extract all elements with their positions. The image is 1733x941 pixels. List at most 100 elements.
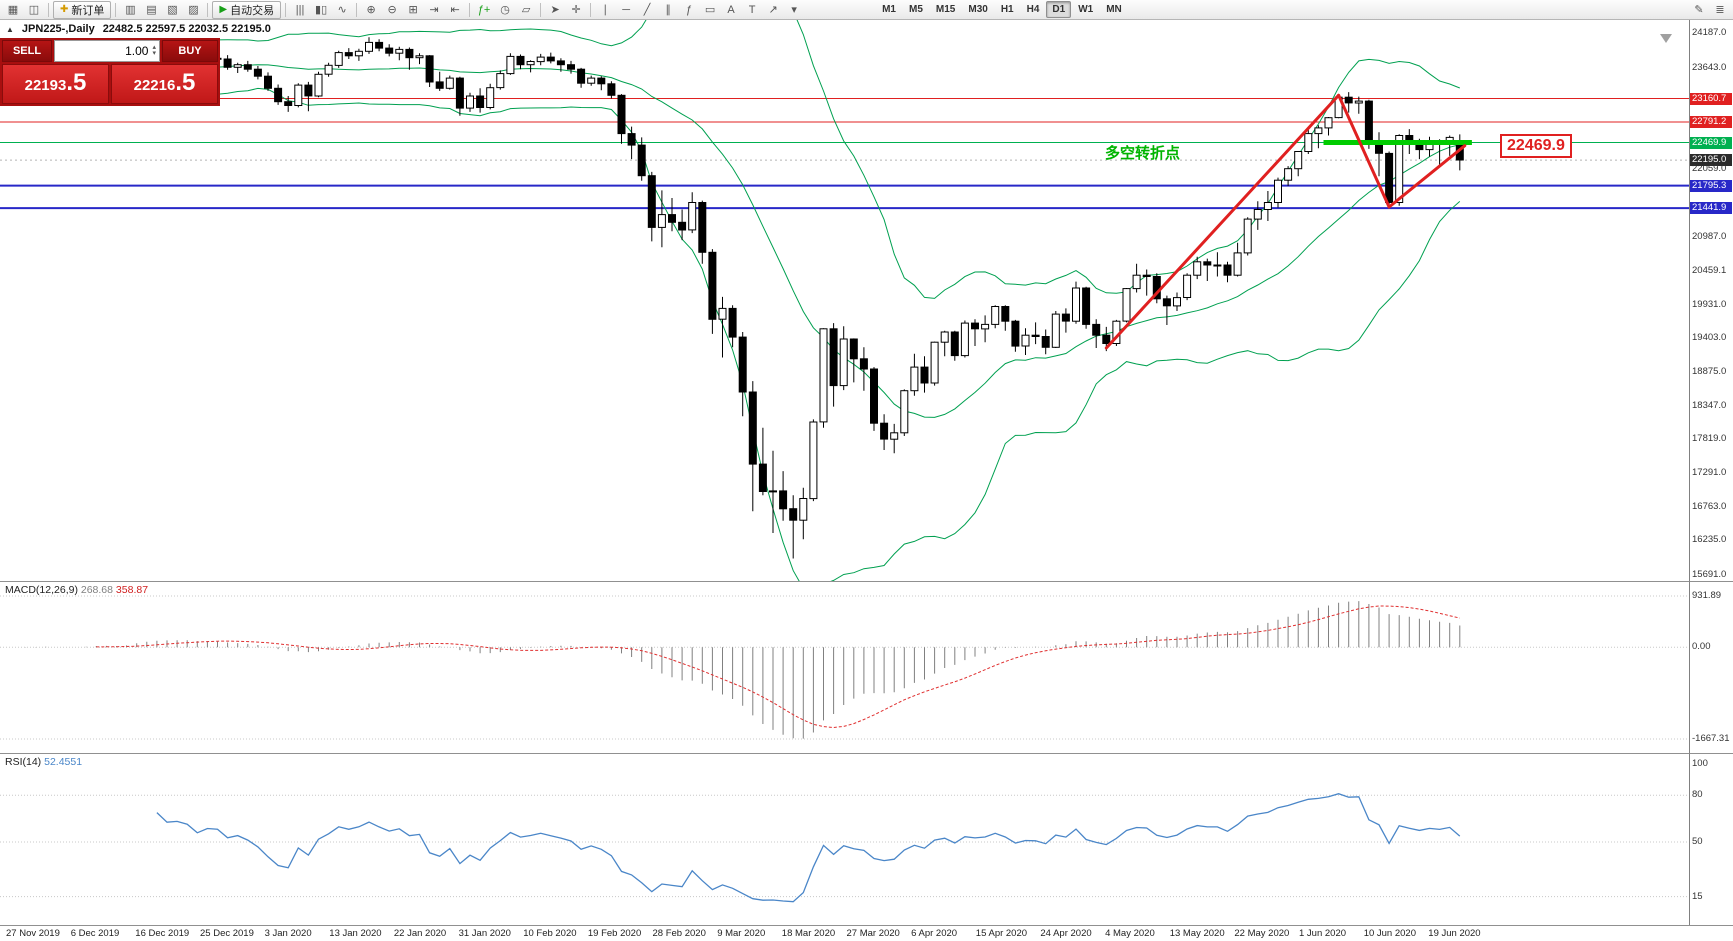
timeframe-w1-button[interactable]: W1 xyxy=(1078,4,1094,15)
date-axis-label: 6 Dec 2019 xyxy=(70,928,120,939)
toolbar-separator xyxy=(540,2,542,17)
date-axis-label: 24 Apr 2020 xyxy=(1040,928,1092,939)
macd-axis-label: -1667.31 xyxy=(1692,733,1730,744)
volume-input[interactable]: 1.00 ▴ ▾ xyxy=(54,40,160,62)
zoom-in-icon[interactable]: ⊕ xyxy=(366,3,376,16)
tools-dropdown-icon[interactable]: ▾ xyxy=(791,3,797,16)
rsi-axis-label: 15 xyxy=(1692,890,1703,902)
horizontal-line-icon[interactable]: ─ xyxy=(622,3,630,16)
timeframe-d1-button[interactable]: D1 xyxy=(1046,1,1072,18)
timeframe-m15-button[interactable]: M15 xyxy=(935,4,956,15)
buy-price-button[interactable]: 22216.5 xyxy=(111,64,218,104)
candles-mode-icon[interactable]: ▮▯ xyxy=(315,3,328,16)
cursor-icon[interactable]: ➤ xyxy=(550,3,560,16)
chart-profiles-icon[interactable]: ◫ xyxy=(28,3,40,16)
terminal-icon[interactable]: ▨ xyxy=(188,3,199,16)
timeframe-m1-button[interactable]: M1 xyxy=(882,4,896,15)
date-axis-label: 25 Dec 2019 xyxy=(200,928,254,939)
stepper-down-icon[interactable]: ▾ xyxy=(152,50,156,57)
one-click-collapse-icon[interactable]: ▲ xyxy=(6,24,14,34)
auto-scroll-icon[interactable]: ⇥ xyxy=(429,3,439,16)
macd-panel[interactable] xyxy=(0,581,1689,753)
price-axis-label: 19403.0 xyxy=(1692,332,1727,344)
new-order-button-label: 新订单 xyxy=(71,4,105,17)
vertical-line-icon[interactable]: ∣ xyxy=(602,3,608,16)
arrows-tool-icon[interactable]: ↗ xyxy=(768,3,778,16)
sell-price-frac: .5 xyxy=(66,69,87,96)
price-axis-label: 18875.0 xyxy=(1692,365,1727,377)
channel-icon[interactable]: ∥ xyxy=(665,3,671,16)
templates-icon[interactable]: ▱ xyxy=(521,3,531,16)
navigator-icon[interactable]: ▧ xyxy=(167,3,178,16)
new-order-button[interactable]: ✚ 新订单 xyxy=(53,0,112,19)
main-chart-canvas[interactable] xyxy=(0,20,1689,581)
zoom-out-icon[interactable]: ⊖ xyxy=(387,3,397,16)
new-chart-icon[interactable]: ▦ xyxy=(7,3,19,16)
price-axis-label: 22791.2 xyxy=(1690,116,1732,128)
date-axis[interactable]: 27 Nov 2019 6 Dec 2019 16 Dec 2019 25 Dec 2… xyxy=(0,925,1733,941)
candlestick-chart[interactable] xyxy=(0,20,1689,581)
tile-windows-icon[interactable]: ⊞ xyxy=(408,3,418,16)
rsi-value: 52.4551 xyxy=(44,756,83,768)
fibonacci-icon[interactable]: ƒ xyxy=(686,3,693,16)
shapes-icon[interactable]: ▭ xyxy=(704,3,716,16)
macd-axis[interactable]: 931.89 0.00 -1667.31 xyxy=(1689,581,1733,753)
timeframe-mn-button[interactable]: MN xyxy=(1106,4,1122,15)
layers-icon[interactable]: ≣ xyxy=(1715,3,1725,16)
indicators-icon[interactable]: ƒ+ xyxy=(477,3,491,16)
date-axis-label: 22 Jan 2020 xyxy=(393,928,447,939)
date-axis-label: 3 Jan 2020 xyxy=(264,928,312,939)
data-window-icon[interactable]: ▤ xyxy=(146,3,157,16)
rsi-panel[interactable] xyxy=(0,753,1689,925)
buy-button[interactable]: BUY xyxy=(162,40,218,62)
rsi-chart[interactable] xyxy=(0,754,1689,925)
trendline-icon[interactable]: ╱ xyxy=(643,3,651,16)
date-axis-label: 15 Apr 2020 xyxy=(975,928,1028,939)
price-axis-label: 22469.9 xyxy=(1690,136,1732,149)
crosshair-icon[interactable]: ✛ xyxy=(571,3,581,16)
sell-price-base: 22193 xyxy=(24,77,67,94)
date-axis-label: 13 Jan 2020 xyxy=(329,928,382,939)
date-axis-label: 1 Jun 2020 xyxy=(1299,928,1347,939)
date-axis-label: 10 Feb 2020 xyxy=(523,928,577,939)
date-axis-label: 18 Mar 2020 xyxy=(781,928,836,939)
toolbar-separator xyxy=(207,2,209,17)
buy-price-base: 22216 xyxy=(133,77,176,94)
macd-chart[interactable] xyxy=(0,582,1689,753)
price-axis-label: 16763.0 xyxy=(1692,500,1727,512)
sell-button[interactable]: SELL xyxy=(2,40,52,62)
toolbar-separator xyxy=(590,2,592,17)
timeframe-h4-button[interactable]: H4 xyxy=(1026,4,1040,15)
date-axis-label: 28 Feb 2020 xyxy=(652,928,706,939)
text-label-icon[interactable]: T xyxy=(748,3,756,16)
date-axis-label: 31 Jan 2020 xyxy=(458,928,511,939)
volume-stepper[interactable]: ▴ ▾ xyxy=(152,44,156,57)
toolbar-separator xyxy=(48,2,49,17)
price-axis[interactable]: 24187.0 23643.0 23160.7 22791.2 22469.9 22195… xyxy=(1689,20,1733,581)
line-mode-icon[interactable]: ∿ xyxy=(337,3,347,16)
edit-icon[interactable]: ✎ xyxy=(1694,3,1704,16)
price-axis-label: 24187.0 xyxy=(1692,27,1727,38)
price-axis-label: 17819.0 xyxy=(1692,433,1727,445)
rsi-axis[interactable]: 100 80 50 15 xyxy=(1689,753,1733,925)
date-axis-label: 13 May 2020 xyxy=(1169,928,1225,939)
stepper-up-icon[interactable]: ▴ xyxy=(152,44,156,51)
bars-mode-icon[interactable]: ||| xyxy=(295,3,305,16)
sell-price-button[interactable]: 22193.5 xyxy=(2,64,109,104)
timeframe-m5-button[interactable]: M5 xyxy=(909,4,923,15)
toolbar-separator xyxy=(115,2,117,17)
date-axis-label: 4 May 2020 xyxy=(1105,928,1155,939)
autotrade-button-label: 自动交易 xyxy=(230,4,275,17)
timeframe-h1-button[interactable]: H1 xyxy=(1000,4,1014,15)
timeframe-m30-button[interactable]: M30 xyxy=(968,4,988,15)
text-icon[interactable]: A xyxy=(727,3,735,16)
chart-symbol-header: ▲ JPN225-,Daily 22482.5 22597.5 22032.5 … xyxy=(6,23,271,35)
market-watch-icon[interactable]: ▥ xyxy=(125,3,136,16)
autotrade-button[interactable]: ▶ 自动交易 xyxy=(212,0,282,19)
rsi-indicator-label: RSI(14) 52.4551 xyxy=(5,756,83,768)
periods-icon[interactable]: ◷ xyxy=(500,3,510,16)
chart-shift-icon[interactable]: ⇤ xyxy=(450,3,460,16)
macd-axis-label: 931.89 xyxy=(1692,590,1722,601)
rsi-axis-label: 100 xyxy=(1692,758,1708,769)
